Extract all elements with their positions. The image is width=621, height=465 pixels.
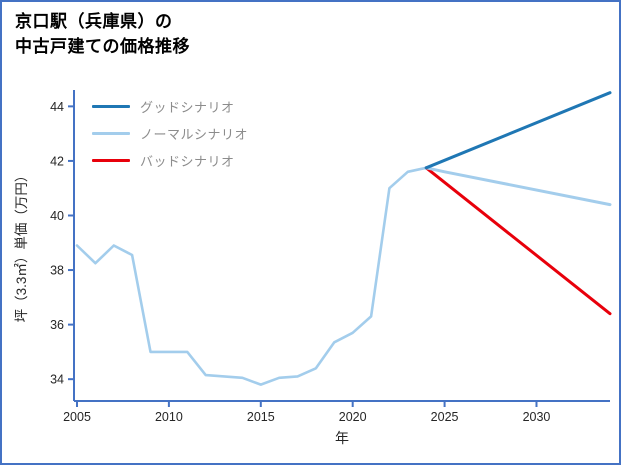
legend-item-good-scenario: グッドシナリオ [92, 98, 248, 115]
y-tick-label: 36 [50, 318, 64, 332]
x-tick-label: 2030 [523, 410, 551, 424]
series-グッドシナリオ [424, 91, 612, 170]
series-バッドシナリオ [424, 166, 612, 316]
y-tick-label: 40 [50, 209, 64, 223]
x-tick-label: 2005 [63, 410, 91, 424]
legend-label-bad: バッドシナリオ [140, 154, 235, 169]
x-tick-label: 2015 [247, 410, 275, 424]
legend: グッドシナリオ ノーマルシナリオ バッドシナリオ [92, 98, 248, 169]
legend-item-bad-scenario: バッドシナリオ [92, 152, 248, 169]
legend-swatch-normal [92, 132, 130, 135]
y-tick-label: 34 [50, 373, 64, 387]
x-tick-label: 2020 [339, 410, 367, 424]
legend-swatch-good [92, 105, 130, 108]
legend-label-good: グッドシナリオ [140, 100, 235, 115]
series-実績（ノーマル） [75, 166, 428, 386]
legend-label-normal: ノーマルシナリオ [140, 127, 249, 142]
y-tick-label: 38 [50, 264, 64, 278]
series-ノーマルシナリオ [424, 166, 612, 207]
chart-title-line1: 京口駅（兵庫県）の [15, 12, 173, 31]
y-tick-label: 44 [50, 100, 64, 114]
chart-title-line2: 中古戸建ての価格推移 [15, 36, 190, 56]
x-tick-label: 2010 [155, 410, 183, 424]
chart-title: 京口駅（兵庫県）の 中古戸建ての価格推移 [15, 10, 190, 59]
x-axis-title: 年 [335, 430, 349, 446]
y-tick-label: 42 [50, 154, 64, 168]
legend-swatch-bad [92, 159, 130, 162]
legend-item-normal-scenario: ノーマルシナリオ [92, 125, 248, 142]
y-axis-title: 坪（3.3㎡）単価（万円） [14, 169, 29, 323]
x-tick-label: 2025 [431, 410, 459, 424]
